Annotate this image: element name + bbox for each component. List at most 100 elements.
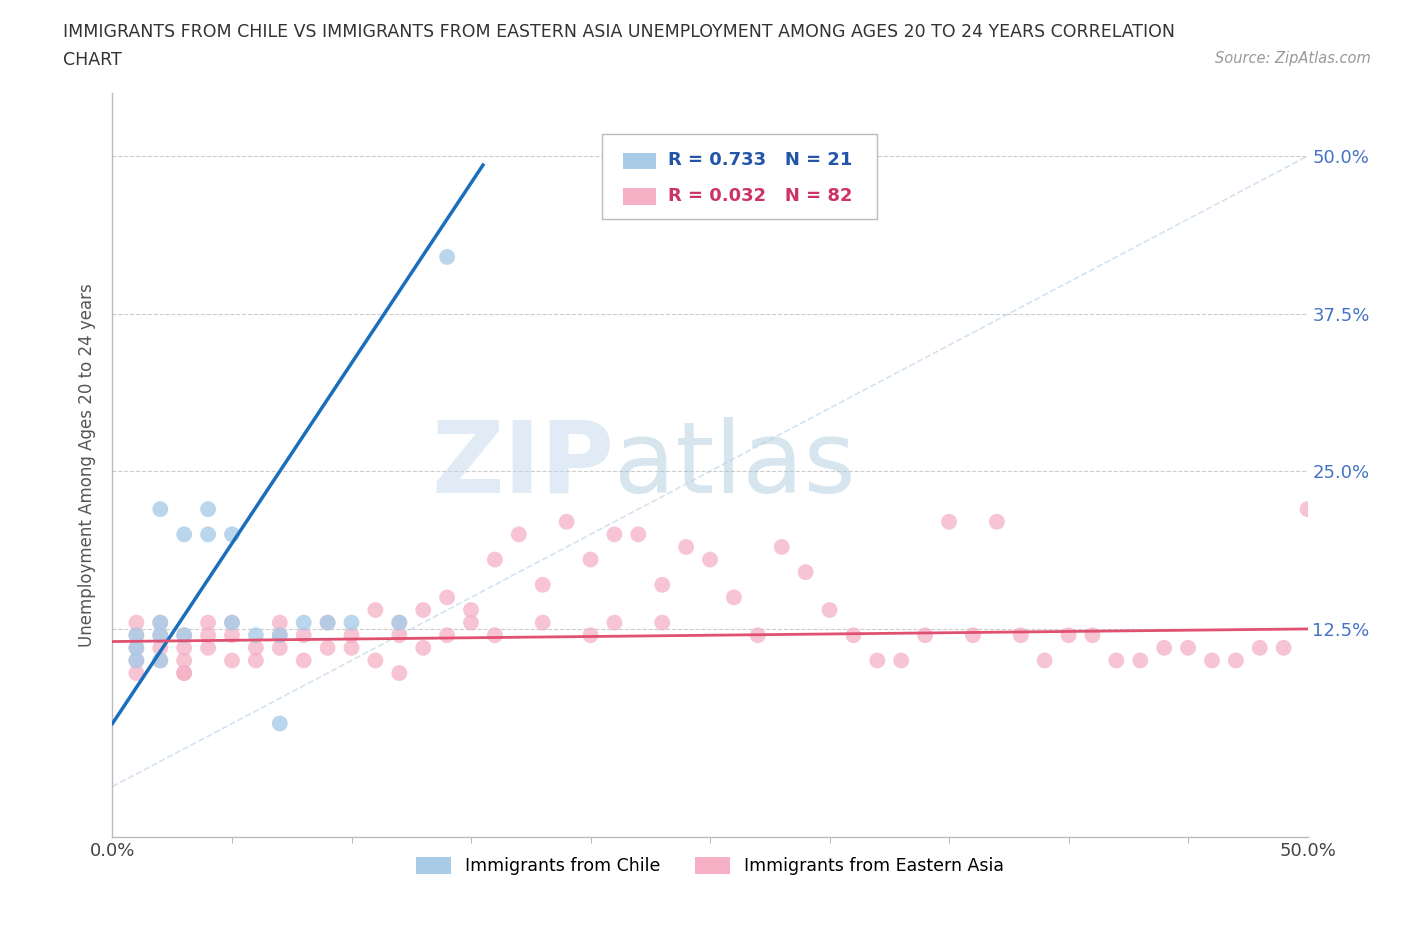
Point [340, 628, 363, 643]
Point [173, 527, 195, 542]
Point [555, 514, 578, 529]
Point [699, 552, 721, 567]
Point [125, 666, 148, 681]
Point [197, 615, 219, 630]
Point [173, 666, 195, 681]
Point [603, 527, 626, 542]
Text: R = 0.733   N = 21: R = 0.733 N = 21 [668, 151, 852, 169]
Point [173, 628, 195, 643]
Point [340, 615, 363, 630]
Point [173, 666, 195, 681]
Point [508, 527, 530, 542]
Point [316, 615, 339, 630]
Point [221, 615, 243, 630]
Point [197, 527, 219, 542]
Point [388, 615, 411, 630]
Point [412, 641, 434, 656]
Point [723, 590, 745, 604]
Text: R = 0.032   N = 82: R = 0.032 N = 82 [668, 187, 852, 205]
Point [531, 578, 554, 592]
Point [412, 603, 434, 618]
Point [125, 653, 148, 668]
Point [460, 615, 482, 630]
Point [1272, 641, 1295, 656]
Point [1105, 653, 1128, 668]
Point [221, 615, 243, 630]
Point [1081, 628, 1104, 643]
Point [269, 716, 291, 731]
Bar [623, 153, 657, 169]
Point [149, 653, 172, 668]
Point [269, 641, 291, 656]
Point [125, 615, 148, 630]
Point [149, 628, 172, 643]
Point [149, 501, 172, 516]
Point [436, 628, 458, 643]
Text: IMMIGRANTS FROM CHILE VS IMMIGRANTS FROM EASTERN ASIA UNEMPLOYMENT AMONG AGES 20: IMMIGRANTS FROM CHILE VS IMMIGRANTS FROM… [63, 23, 1175, 41]
Point [316, 615, 339, 630]
Bar [623, 188, 657, 205]
Point [125, 628, 148, 643]
Point [866, 653, 889, 668]
Point [125, 641, 148, 656]
Point [603, 615, 626, 630]
Point [579, 628, 602, 643]
Point [197, 641, 219, 656]
Point [388, 628, 411, 643]
Point [1249, 641, 1271, 656]
Point [149, 641, 172, 656]
Point [962, 628, 984, 643]
Point [890, 653, 912, 668]
Point [125, 628, 148, 643]
Point [269, 628, 291, 643]
Point [245, 641, 267, 656]
Point [1177, 641, 1199, 656]
Point [292, 615, 315, 630]
Legend: Immigrants from Chile, Immigrants from Eastern Asia: Immigrants from Chile, Immigrants from E… [408, 848, 1012, 884]
Point [316, 641, 339, 656]
Point [388, 666, 411, 681]
Point [1010, 628, 1032, 643]
Point [938, 514, 960, 529]
Point [292, 628, 315, 643]
Point [245, 628, 267, 643]
Point [747, 628, 769, 643]
Point [1153, 641, 1175, 656]
Point [460, 603, 482, 618]
Point [914, 628, 936, 643]
Point [149, 615, 172, 630]
Point [1057, 628, 1080, 643]
Point [388, 615, 411, 630]
Point [484, 552, 506, 567]
Point [197, 628, 219, 643]
Point [125, 641, 148, 656]
Point [149, 653, 172, 668]
Point [173, 628, 195, 643]
Text: ZIP: ZIP [432, 417, 614, 513]
Point [675, 539, 697, 554]
FancyBboxPatch shape [603, 134, 877, 219]
Point [484, 628, 506, 643]
Point [173, 653, 195, 668]
Point [197, 501, 219, 516]
Point [269, 628, 291, 643]
Point [651, 615, 673, 630]
Text: atlas: atlas [614, 417, 856, 513]
Y-axis label: Unemployment Among Ages 20 to 24 years: Unemployment Among Ages 20 to 24 years [77, 283, 96, 647]
Point [1129, 653, 1152, 668]
Point [364, 603, 387, 618]
Point [794, 565, 817, 579]
Point [986, 514, 1008, 529]
Point [842, 628, 865, 643]
Point [1296, 501, 1319, 516]
Point [579, 552, 602, 567]
Point [818, 603, 841, 618]
Point [125, 653, 148, 668]
Point [364, 653, 387, 668]
Point [173, 641, 195, 656]
Point [221, 527, 243, 542]
Text: Source: ZipAtlas.com: Source: ZipAtlas.com [1215, 51, 1371, 66]
Point [149, 615, 172, 630]
Point [436, 590, 458, 604]
Point [770, 539, 793, 554]
